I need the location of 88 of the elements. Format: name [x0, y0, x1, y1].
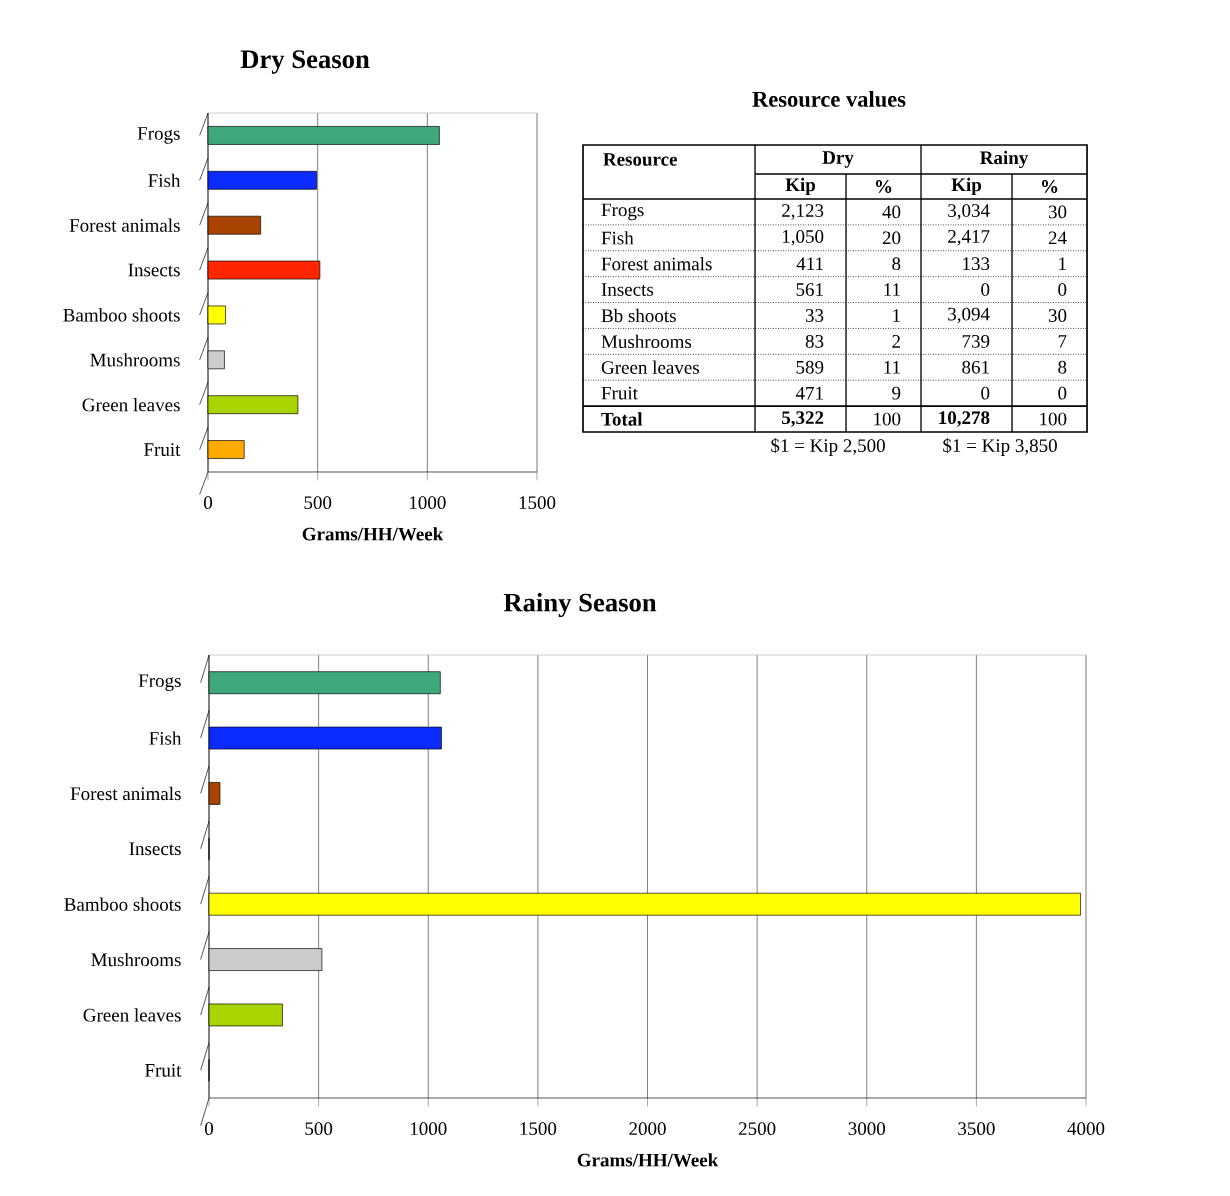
y-tick-label: Bamboo shoots	[63, 308, 180, 322]
text: 589	[796, 360, 824, 374]
x-tick-label: 2500	[738, 1122, 776, 1136]
text: Mushrooms	[601, 334, 692, 349]
text: 561	[796, 283, 823, 296]
text: 9	[892, 386, 901, 400]
x-tick-label: 3000	[848, 1122, 886, 1136]
text: %	[875, 180, 892, 193]
text: 1,050	[782, 230, 824, 246]
x-tick-label: 1000	[410, 496, 446, 510]
text: 3,094	[948, 307, 990, 324]
x-tick-label: 500	[305, 1122, 333, 1136]
y-tick-label: Fruit	[144, 443, 181, 456]
x-tick-label: 500	[304, 496, 332, 510]
text: Fruit	[601, 386, 638, 400]
text: Forest animals	[601, 257, 712, 271]
text: Fish	[601, 231, 634, 245]
text: 10,278	[939, 411, 990, 427]
y-tick-label: Insects	[129, 842, 181, 856]
text: 133	[963, 257, 990, 271]
text: 0	[1058, 283, 1067, 296]
text: 7	[1058, 335, 1067, 348]
y-tick-label: Green leaves	[83, 1008, 181, 1022]
y-tick-label: Frogs	[138, 674, 181, 691]
x-tick-label: 1500	[519, 496, 556, 510]
y-tick-label: Insects	[128, 263, 180, 277]
text: 3,034	[948, 204, 990, 220]
chart-title: Dry Season	[240, 50, 370, 74]
x-tick-label: 1500	[520, 1122, 557, 1136]
text: Insects	[601, 283, 654, 296]
text: 2,417	[948, 230, 990, 246]
text: 5,322	[782, 411, 824, 427]
text: 11	[884, 283, 900, 296]
text: Resource	[603, 153, 677, 166]
text: 1	[893, 309, 900, 322]
text: 8	[892, 257, 901, 271]
y-tick-label: Fish	[149, 731, 182, 745]
y-tick-label: Mushrooms	[90, 353, 180, 367]
y-tick-label: Forest animals	[69, 218, 180, 232]
text: 471	[795, 386, 823, 400]
text: %	[1041, 180, 1058, 193]
x-tick-label: 1000	[410, 1122, 447, 1136]
y-tick-label: Forest animals	[70, 786, 181, 801]
text: Rainy	[980, 150, 1029, 169]
x-tick-label: 0	[204, 1122, 214, 1136]
text: 30	[1048, 205, 1067, 219]
text: 0	[1058, 386, 1067, 400]
text: 411	[796, 257, 823, 270]
y-tick-label: Frogs	[137, 127, 180, 144]
text: 2,123	[782, 204, 824, 220]
text: Kip	[785, 177, 816, 196]
text: 0	[981, 283, 990, 296]
text: 100	[874, 412, 901, 426]
x-tick-label: 2000	[629, 1122, 666, 1136]
text: Frogs	[601, 203, 644, 221]
text: 739	[962, 335, 990, 348]
y-tick-label: Mushrooms	[91, 952, 181, 967]
text: 11	[884, 360, 900, 374]
text: Bb shoots	[601, 308, 676, 323]
y-tick-label: Fish	[148, 173, 181, 187]
text: Total	[601, 412, 643, 426]
text: Green leaves	[601, 360, 699, 374]
text: 83	[805, 334, 824, 348]
text: 861	[962, 360, 989, 374]
text: 20	[882, 231, 901, 245]
x-axis-title: Grams/HH/Week	[577, 1153, 719, 1167]
text: 8	[1058, 360, 1067, 374]
text: 24	[1048, 231, 1067, 245]
text: 33	[805, 309, 824, 322]
text: Kip	[951, 177, 982, 196]
y-tick-label: Bamboo shoots	[64, 897, 181, 911]
text: Resource values	[752, 91, 906, 107]
text: 1	[1059, 257, 1066, 270]
x-axis-title: Grams/HH/Week	[302, 527, 444, 541]
x-tick-label: 3500	[958, 1122, 995, 1136]
text: 2	[892, 335, 900, 348]
text: 40	[882, 205, 901, 219]
x-tick-label: 4000	[1067, 1122, 1105, 1136]
text: 30	[1048, 309, 1067, 322]
x-tick-label: 0	[203, 496, 213, 510]
y-tick-label: Fruit	[145, 1063, 182, 1077]
y-tick-label: Green leaves	[82, 398, 180, 412]
text: $1 = Kip 2,500	[771, 438, 885, 456]
text: Dry	[822, 151, 854, 168]
text: 100	[1040, 412, 1067, 426]
chart-title: Rainy Season	[503, 592, 657, 618]
text: 0	[981, 386, 990, 400]
text: $1 = Kip 3,850	[943, 438, 1057, 456]
